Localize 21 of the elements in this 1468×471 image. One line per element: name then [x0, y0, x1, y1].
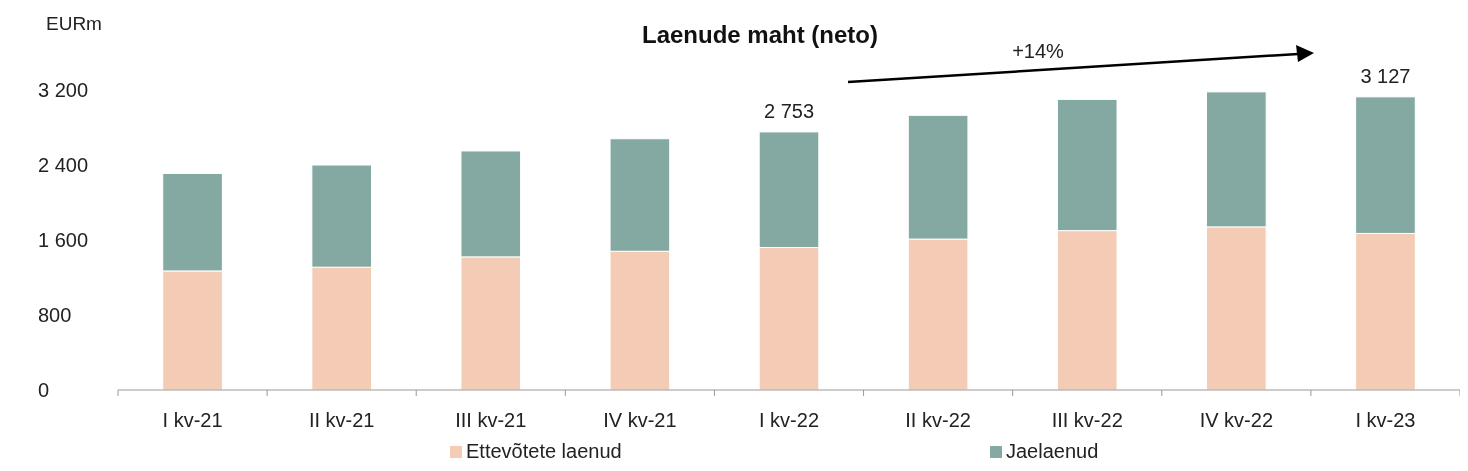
x-tick-label: IV kv-22	[1199, 409, 1274, 431]
x-tick-label: I kv-22	[758, 409, 820, 431]
x-tick-label: III kv-22	[1051, 409, 1123, 431]
total-label: 2 753	[763, 99, 815, 122]
total-label: 3 127	[1360, 64, 1411, 87]
y-tick-label: 800	[38, 304, 72, 326]
text: +14%	[1012, 40, 1065, 62]
x-tick-label: III kv-21	[455, 409, 527, 431]
x-tick-label: I kv-23	[1355, 409, 1416, 431]
x-tick-label: I kv-21	[162, 409, 223, 431]
x-tick-label: IV kv-21	[603, 409, 677, 431]
legend-label: Jaelaenud	[1006, 440, 1099, 462]
chart-title: Laenude maht (neto)	[641, 21, 879, 48]
y-tick-label: 1 600	[38, 229, 89, 251]
y-axis-title: EURm	[46, 13, 102, 34]
y-tick-label: 3 200	[38, 79, 89, 101]
legend-label: Ettevõtete laenud	[466, 440, 622, 462]
x-tick-label: II kv-22	[905, 409, 971, 431]
y-tick-label: 0	[38, 379, 50, 401]
y-tick-label: 2 400	[38, 154, 89, 176]
x-tick-label: II kv-21	[308, 409, 375, 431]
